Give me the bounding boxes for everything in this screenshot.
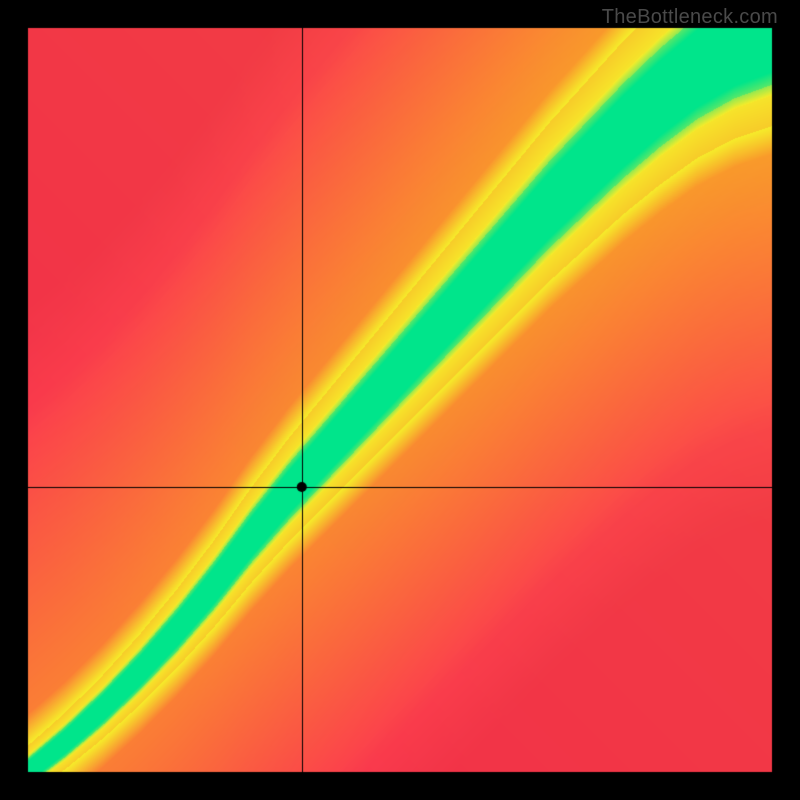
- watermark-text: TheBottleneck.com: [602, 6, 778, 29]
- chart-container: TheBottleneck.com: [0, 0, 800, 800]
- bottleneck-heatmap: [0, 0, 800, 800]
